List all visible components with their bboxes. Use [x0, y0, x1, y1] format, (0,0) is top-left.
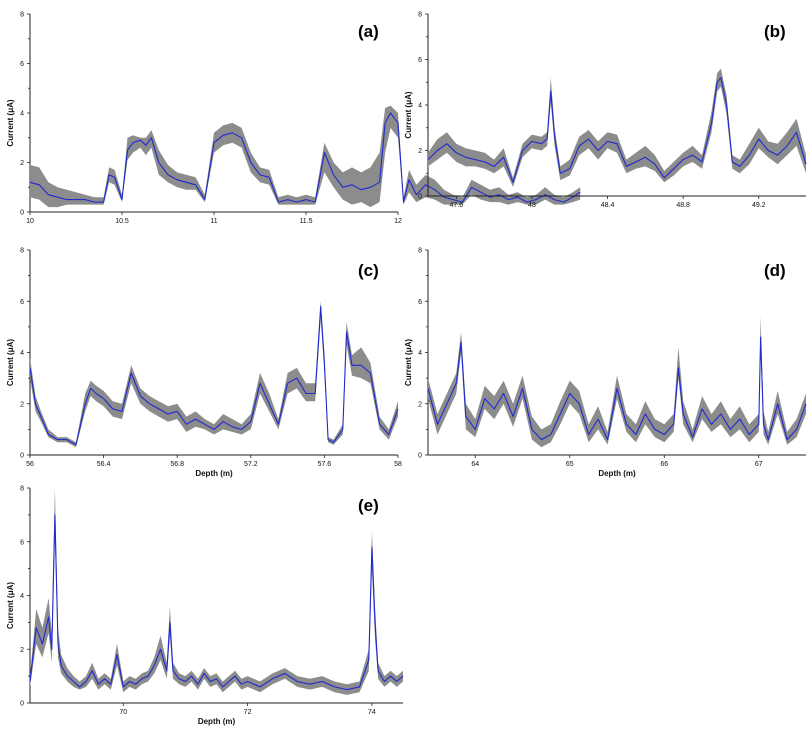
x-tick-label: 48.8: [676, 202, 690, 209]
y-tick-label: 2: [418, 401, 422, 408]
y-tick-label: 6: [418, 299, 422, 306]
panel-b: 0 2 4 6 8 47.6 48 48.4 48.8 49.2 Current (μA) (b): [404, 12, 807, 209]
panel-label: (e): [358, 496, 379, 515]
y-tick-label: 2: [20, 401, 24, 408]
x-tick-label: 47.6: [450, 202, 464, 209]
y-tick-label: 4: [20, 111, 24, 118]
series-line: [427, 77, 807, 183]
y-tick-label: 0: [20, 701, 24, 708]
panel-label: (a): [358, 22, 379, 41]
y-tick-label: 0: [418, 194, 422, 201]
y-axis-title: Current (μA): [404, 91, 413, 138]
y-tick-label: 8: [20, 486, 24, 493]
x-tick-label: 67: [755, 461, 763, 468]
series-line: [29, 514, 404, 691]
series-range-band: [30, 488, 403, 695]
x-tick-label: 56.8: [170, 461, 184, 468]
x-tick-label: 49.2: [752, 202, 766, 209]
x-tick-label: 65: [566, 461, 574, 468]
series-line: [427, 336, 807, 441]
x-tick-label: 74: [368, 709, 376, 716]
y-tick-label: 4: [20, 593, 24, 600]
x-tick-label: 58: [394, 461, 402, 468]
x-tick-label: 10.5: [115, 218, 129, 225]
y-tick-label: 8: [20, 248, 24, 255]
y-tick-label: 4: [20, 350, 24, 357]
y-tick-label: 0: [418, 453, 422, 460]
x-tick-label: 72: [244, 709, 252, 716]
panel-d: 0 2 4 6 8 64 65 66 67 Current (μA) Depth (m) (d): [404, 248, 807, 478]
series-range-band: [428, 316, 806, 448]
y-axis-title: Current (μA): [6, 339, 15, 386]
x-tick-label: 57.6: [318, 461, 332, 468]
y-axis-title: Current (μA): [6, 582, 15, 629]
y-axis-title: Current (μA): [6, 99, 15, 146]
x-tick-label: 48: [528, 202, 536, 209]
x-tick-label: 48.4: [601, 202, 615, 209]
series-range-band: [428, 68, 806, 187]
y-tick-label: 4: [418, 103, 422, 110]
y-tick-label: 0: [20, 453, 24, 460]
x-tick-label: 10: [26, 218, 34, 225]
series-range-band: [30, 105, 581, 208]
y-axis-title: Current (μA): [404, 339, 413, 386]
y-tick-label: 8: [20, 12, 24, 19]
series-line: [29, 112, 581, 203]
panel-label: (d): [764, 261, 786, 280]
x-tick-label: 11.5: [299, 218, 312, 225]
panel-label: (b): [764, 22, 786, 41]
y-tick-label: 6: [20, 299, 24, 306]
x-tick-label: 64: [471, 461, 479, 468]
y-tick-label: 6: [20, 61, 24, 68]
x-tick-label: 11: [210, 218, 217, 225]
y-tick-label: 2: [20, 160, 24, 167]
y-tick-label: 8: [418, 12, 422, 19]
x-axis-title: Depth (m): [198, 717, 236, 726]
x-axis-title: Depth (m): [195, 469, 233, 478]
x-tick-label: 12: [394, 218, 402, 225]
y-tick-label: 2: [20, 647, 24, 654]
y-tick-label: 2: [418, 148, 422, 155]
panel-a: 0 2 4 6 8 10 10.5 11 11.5 12 Current (μA) (a): [6, 12, 581, 225]
x-tick-label: 56: [26, 461, 34, 468]
x-tick-label: 66: [660, 461, 668, 468]
panel-label: (c): [358, 261, 379, 280]
y-tick-label: 4: [418, 350, 422, 357]
x-axis-title: Depth (m): [598, 469, 636, 478]
x-tick-label: 56.4: [97, 461, 111, 468]
series-line: [29, 305, 399, 446]
y-tick-label: 0: [20, 210, 24, 217]
y-tick-label: 6: [20, 539, 24, 546]
x-tick-label: 70: [119, 709, 127, 716]
x-tick-label: 57.2: [244, 461, 258, 468]
y-tick-label: 8: [418, 248, 422, 255]
panel-c: 0 2 4 6 8 56 56.4 56.8 57.2 57.6 58 Current (μA) Dep…: [6, 248, 402, 479]
y-tick-label: 6: [418, 57, 422, 64]
